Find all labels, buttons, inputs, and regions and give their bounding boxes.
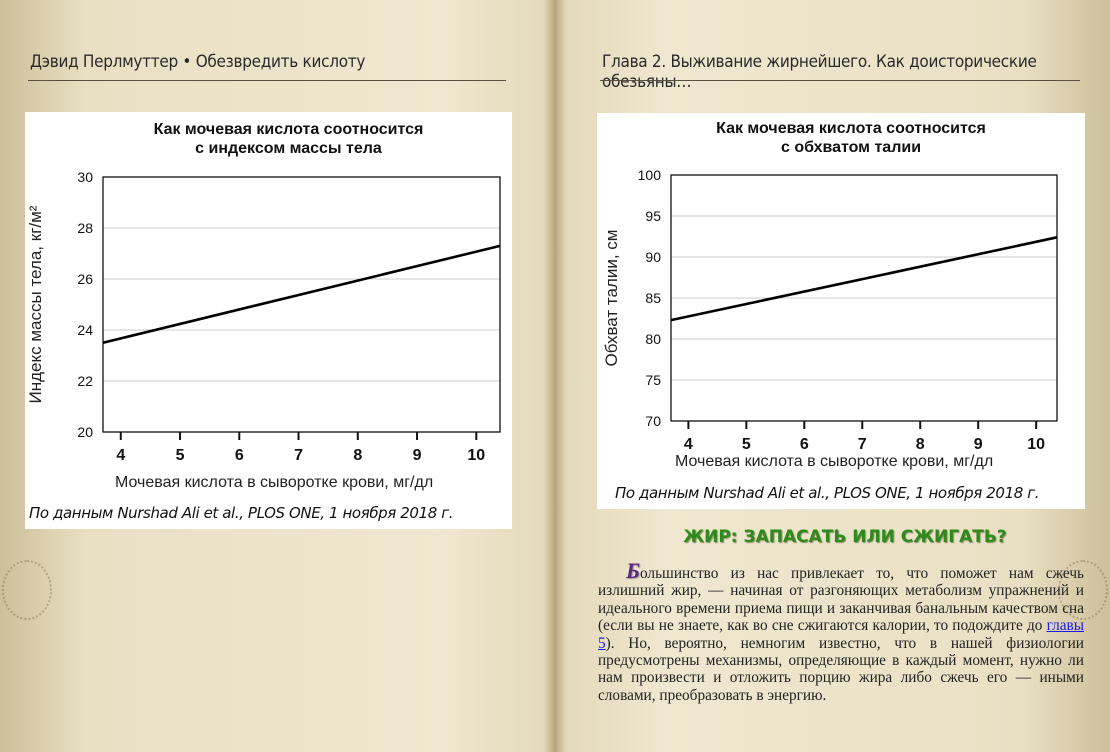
y-tick-label: 95 <box>645 208 661 224</box>
y-tick-label: 22 <box>77 373 93 389</box>
x-tick-label: 7 <box>858 436 867 453</box>
chart-title-line: с индексом массы тела <box>195 140 382 157</box>
header-rule <box>28 80 506 81</box>
y-tick-label: 26 <box>77 271 93 287</box>
running-header-left: Дэвид Перлмуттер • Обезвредить кислоту <box>30 52 366 72</box>
x-tick-label: 5 <box>742 436 751 453</box>
chart-title-line: Как мочевая кислота соотносится <box>153 121 424 138</box>
x-tick-label: 10 <box>467 447 485 464</box>
x-tick-label: 6 <box>800 436 809 453</box>
y-axis-label: Индекс массы тела, кг/м² <box>26 205 45 403</box>
y-tick-label: 28 <box>77 220 93 236</box>
trend-line <box>670 236 1058 322</box>
x-tick-label: 4 <box>116 447 125 464</box>
chart-plot: 20 22 24 26 28 30 4 5 6 7 8 9 10 Индекс массы тела, к… <box>26 169 501 464</box>
chart-title-line: Как мочевая кислота соотносится <box>716 120 986 137</box>
section-heading: ЖИР: ЗАПАСАТЬ ИЛИ СЖИГАТЬ? <box>683 527 1007 547</box>
chart-title-line: с обхватом талии <box>780 139 922 156</box>
chapter-5-link[interactable]: главы 5 <box>598 617 1084 652</box>
x-tick-label: 8 <box>916 436 925 453</box>
x-tick-label: 4 <box>684 436 693 453</box>
chart-plot: 70 75 80 85 90 95 100 4 5 6 7 8 9 10 Обхват талии, см <box>602 167 1058 453</box>
chart-source: По данным Nurshad Ali et al., PLOS ONE, … <box>29 504 454 522</box>
trend-line <box>102 244 501 345</box>
chart-bmi: Как мочевая кислота соотносится с индексо… <box>25 112 512 529</box>
header-rule <box>600 80 1080 81</box>
x-tick-label: 10 <box>1027 436 1045 453</box>
x-tick-label: 8 <box>353 447 362 464</box>
drop-cap: Б <box>626 558 640 583</box>
plot-frame <box>670 174 1058 422</box>
y-tick-label: 80 <box>645 331 661 347</box>
chart-waist: Как мочевая кислота соотносится с обхвато… <box>597 113 1085 509</box>
plot-frame <box>102 176 501 433</box>
x-tick-label: 9 <box>974 436 983 453</box>
y-tick-label: 70 <box>645 413 661 429</box>
running-header-right: Глава 2. Выживание жирнейшего. Как доист… <box>602 52 1037 92</box>
y-tick-label: 90 <box>645 249 661 265</box>
paragraph-text: ольшинство из нас привлекает то, что пом… <box>598 565 1084 635</box>
y-tick-label: 24 <box>77 322 93 338</box>
chart-title: Как мочевая кислота соотносится с обхвато… <box>617 119 1085 157</box>
x-axis-label: Мочевая кислота в сыворотке крови, мг/дл <box>115 474 434 491</box>
x-axis-label: Мочевая кислота в сыворотке крови, мг/дл <box>675 453 994 470</box>
body-paragraph: Большинство из нас привлекает то, что по… <box>598 560 1084 704</box>
chart-title: Как мочевая кислота соотносится с индексо… <box>65 120 512 158</box>
ornament-icon <box>2 560 52 620</box>
y-tick-label: 20 <box>77 424 93 440</box>
y-tick-label: 30 <box>77 169 93 185</box>
x-tick-label: 5 <box>176 447 185 464</box>
x-tick-label: 7 <box>294 447 303 464</box>
y-tick-label: 75 <box>645 372 661 388</box>
y-axis-label: Обхват талии, см <box>602 230 621 367</box>
x-tick-label: 6 <box>235 447 244 464</box>
paragraph-text: ). Но, вероятно, немногим известно, что … <box>598 634 1084 704</box>
x-tick-label: 9 <box>413 447 422 464</box>
ornament-icon <box>1058 560 1108 620</box>
y-tick-label: 100 <box>638 167 662 183</box>
chart-source: По данным Nurshad Ali et al., PLOS ONE, … <box>615 484 1040 502</box>
y-tick-label: 85 <box>645 290 661 306</box>
